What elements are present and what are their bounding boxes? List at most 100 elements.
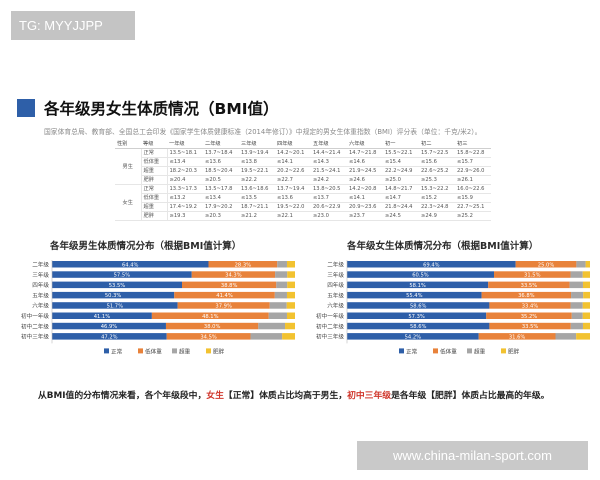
category-label: 二年级 <box>327 261 344 269</box>
table-cell: ≤14.3 <box>311 157 347 167</box>
legend-swatch <box>399 348 404 354</box>
table-cell: ≥22.7 <box>275 175 311 185</box>
bmi-standard-table: 性别 等级 一年级 二年级 三年级 四年级 五年级 六年级 初一 初二 初三 男生 正常 13.5~18… <box>115 139 491 221</box>
data-label: 53.5% <box>109 283 126 289</box>
table-cell: 13.5~17.8 <box>203 184 239 194</box>
table-row: 肥胖 ≥19.3 ≥20.3 ≥21.2 ≥22.1 ≥23.0 ≥23.7 ≥24.5 ≥24… <box>115 211 491 221</box>
bar-segment-3 <box>585 261 590 268</box>
table-cell: ≥24.6 <box>347 175 383 185</box>
table-cell: 14.7~21.8 <box>347 148 383 158</box>
bar-segment-1 <box>478 333 556 340</box>
table-cell: 21.5~24.1 <box>311 166 347 176</box>
bar-segment-3 <box>282 333 295 340</box>
table-header-cell: 一年级 <box>167 139 203 149</box>
bar-segment-1 <box>182 281 277 289</box>
table-cell: 14.2~20.1 <box>275 148 311 158</box>
bar-segment-0 <box>347 291 482 299</box>
bar-segment-0 <box>52 291 175 299</box>
legend-swatch <box>104 348 109 354</box>
table-cell: 20.2~22.6 <box>275 166 311 176</box>
legend-label: 超重 <box>474 347 486 355</box>
table-header-cell: 六年级 <box>347 139 383 149</box>
bar-segment-3 <box>285 322 295 330</box>
level-cell: 正常 <box>141 184 168 194</box>
table-cell: 15.5~22.1 <box>383 148 419 158</box>
table-cell: 14.2~20.8 <box>347 184 383 194</box>
table-cell: ≤15.6 <box>419 157 455 167</box>
bar-segment-3 <box>286 312 295 319</box>
category-label: 六年级 <box>32 302 49 310</box>
bar-segment-0 <box>347 261 516 268</box>
table-cell: 22.2~24.9 <box>383 166 419 176</box>
category-label: 初中二年级 <box>316 322 344 330</box>
table-header-cell: 二年级 <box>203 139 239 149</box>
table-cell: ≥24.9 <box>419 211 455 221</box>
tag-badge: TG: MYYJJPP <box>11 11 135 40</box>
bar-segment-2 <box>269 302 287 309</box>
bar-segment-3 <box>287 271 295 278</box>
bar-segment-0 <box>52 312 152 319</box>
bar-segment-3 <box>286 261 295 268</box>
data-label: 57.5% <box>114 273 131 279</box>
title-marker-icon <box>17 99 35 117</box>
girls-chart-title: 各年级女生体质情况分布（根据BMI值计算） <box>347 241 539 252</box>
table-cell: 20.6~22.9 <box>311 202 347 212</box>
table-cell: 18.7~21.1 <box>239 202 275 212</box>
bar-segment-3 <box>287 281 295 289</box>
legend-label: 超重 <box>179 347 191 355</box>
bar-segment-2 <box>570 302 583 309</box>
table-cell: 13.7~18.4 <box>203 148 239 158</box>
boys-chart-title: 各年级男生体质情况分布（根据BMI值计算） <box>50 241 242 252</box>
bar-segment-2 <box>576 261 586 268</box>
category-label: 五年级 <box>327 291 344 299</box>
bar-segment-3 <box>576 333 590 340</box>
table-cell: ≥25.0 <box>383 175 419 185</box>
data-label: 69.4% <box>423 262 440 268</box>
bar-segment-0 <box>52 261 209 268</box>
table-row: 超重 18.2~20.3 18.5~20.4 19.5~22.1 20.2~22.6 21… <box>115 166 491 176</box>
standard-note: 国家体育总局、教育部、全国总工会印发《国家学生体质健康标准（2014年修订）》中… <box>44 128 482 136</box>
table-cell: ≥22.2 <box>239 175 275 185</box>
table-cell: 22.9~26.0 <box>455 166 491 176</box>
data-label: 38.0% <box>204 324 221 330</box>
bar-segment-1 <box>151 312 269 319</box>
bar-segment-1 <box>486 312 572 319</box>
bar-segment-1 <box>174 291 275 299</box>
bar-segment-2 <box>276 281 288 289</box>
data-label: 38.8% <box>221 283 238 289</box>
table-header-cell: 等级 <box>141 139 167 149</box>
table-cell: 17.4~19.2 <box>167 202 203 212</box>
table-cell: ≤15.9 <box>455 193 491 203</box>
data-label: 54.2% <box>405 334 422 340</box>
table-cell: 19.5~22.1 <box>239 166 275 176</box>
girls-bmi-chart: 二年级 69.4% 25.0% 三年级 60.5% 31.5% 四年级 58.1% 33.5% 五… <box>316 260 590 355</box>
bar-segment-2 <box>570 322 583 330</box>
bar-segment-1 <box>177 302 270 309</box>
table-cell: ≤13.8 <box>239 157 275 167</box>
data-label: 35.2% <box>521 314 538 320</box>
bar-segment-2 <box>250 333 283 340</box>
category-label: 六年级 <box>327 302 344 310</box>
table-cell: 17.9~20.2 <box>203 202 239 212</box>
bar-segment-0 <box>347 322 490 330</box>
data-label: 31.6% <box>509 334 526 340</box>
table-row: 低体重 ≤13.4 ≤13.6 ≤13.8 ≤14.1 ≤14.3 ≤14.6 ≤15.4 ≤1… <box>115 157 491 167</box>
legend-swatch <box>206 348 211 354</box>
bar-segment-1 <box>191 271 276 278</box>
boys-bmi-chart: 二年级 64.4% 28.3% 三年级 57.5% 34.3% 四年级 53.5% 38.8% 五… <box>21 260 295 355</box>
table-cell: ≥23.7 <box>347 211 383 221</box>
table-header-cell: 性别 <box>115 139 141 149</box>
bar-segment-0 <box>52 302 178 309</box>
bar-segment-3 <box>582 312 590 319</box>
table-cell: 21.9~24.5 <box>347 166 383 176</box>
table-cell: ≥26.1 <box>455 175 491 185</box>
bar-segment-2 <box>569 281 583 289</box>
bar-segment-0 <box>347 271 495 278</box>
table-cell: 14.8~21.7 <box>383 184 419 194</box>
bar-segment-3 <box>583 291 590 299</box>
table-cell: 15.3~22.2 <box>419 184 455 194</box>
conclusion-highlight-grade: 初中三年级 <box>347 391 392 401</box>
table-cell: ≥24.2 <box>311 175 347 185</box>
bar-segment-3 <box>582 322 590 330</box>
category-label: 二年级 <box>32 261 49 269</box>
